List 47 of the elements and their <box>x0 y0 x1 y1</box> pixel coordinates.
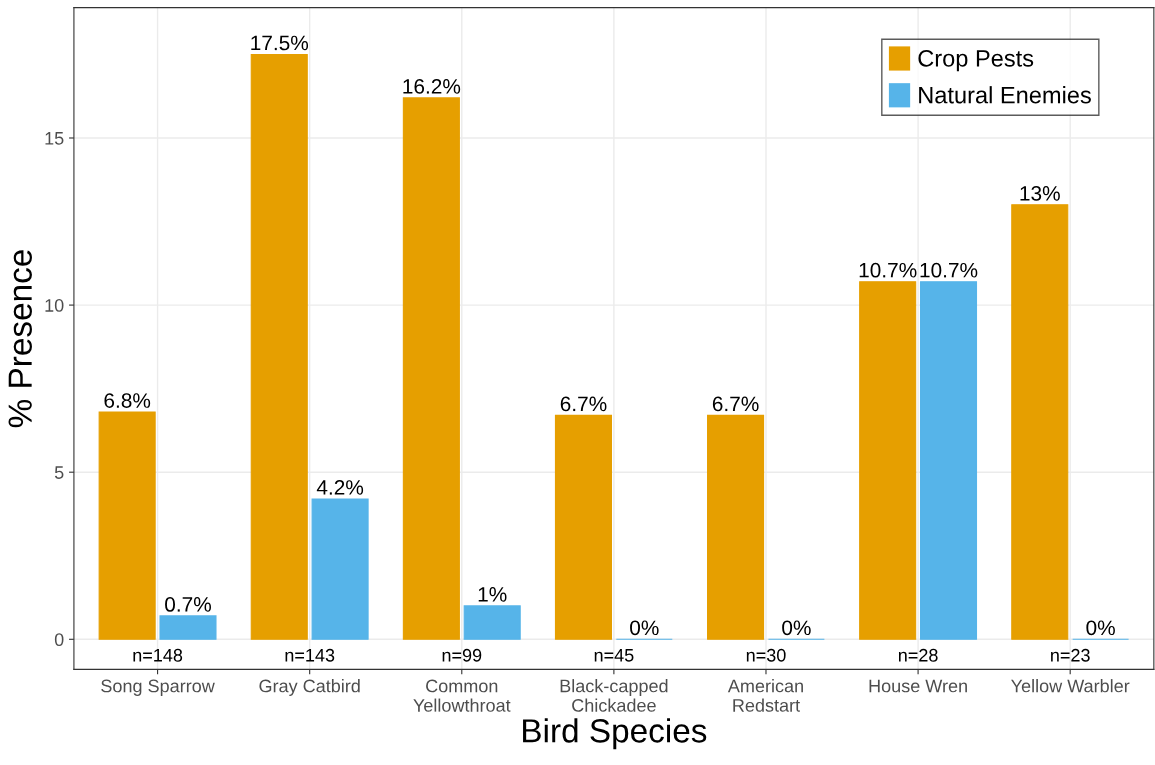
x-tick-label: Common Yellowthroat <box>413 679 511 712</box>
data-label: 10.7% <box>920 262 978 278</box>
data-label: 6.7% <box>560 396 607 412</box>
data-label: 0% <box>1086 620 1115 636</box>
annotation: n=143 <box>285 648 335 662</box>
annotation: n=99 <box>442 648 482 662</box>
x-axis-title: Bird Species <box>523 718 707 750</box>
data-label: 0.7% <box>165 597 211 612</box>
data-label: 16.2% <box>403 79 461 94</box>
x-tick-label: Yellow Warbler <box>1011 679 1130 693</box>
y-tick-label: 5 <box>54 466 64 479</box>
x-tick-label: Black-capped Chickadee <box>560 679 668 712</box>
data-label: 10.7% <box>859 262 917 278</box>
data-label: 13% <box>1020 185 1060 201</box>
x-tick-label: American Redstart <box>727 679 803 712</box>
legend-label: Crop Pests <box>918 49 1034 72</box>
data-label: 6.7% <box>712 396 759 412</box>
data-label: 17.5% <box>251 35 309 51</box>
data-label: 0% <box>630 620 659 636</box>
bar <box>463 605 521 640</box>
y-tick-label: 10 <box>45 299 64 312</box>
annotation: n=148 <box>133 648 183 662</box>
x-tick-label: Song Sparrow <box>101 679 215 696</box>
data-label: 6.8% <box>104 393 151 408</box>
bar <box>311 498 369 640</box>
y-tick-label: 15 <box>45 132 64 145</box>
bar <box>1011 204 1069 640</box>
annotation: n=45 <box>594 649 634 662</box>
bar <box>554 414 613 640</box>
data-label: 4.2% <box>316 480 364 495</box>
y-tick-label: 0 <box>54 633 64 647</box>
bar <box>159 615 217 640</box>
bar <box>402 97 460 640</box>
legend-label: Natural Enemies <box>919 86 1091 104</box>
bar <box>98 411 156 640</box>
annotation: n=28 <box>898 648 938 662</box>
bar <box>250 53 308 640</box>
annotation: n=30 <box>746 648 786 662</box>
data-label: 0% <box>782 620 811 636</box>
bar <box>859 281 917 640</box>
x-tick-label: House Wren <box>869 679 967 693</box>
bar <box>707 414 765 640</box>
x-tick-label: Gray Catbird <box>259 679 360 696</box>
data-label: 1% <box>478 587 507 602</box>
bar <box>919 281 978 640</box>
annotation: n=23 <box>1051 648 1090 662</box>
y-axis-title: % Presence <box>8 250 32 428</box>
